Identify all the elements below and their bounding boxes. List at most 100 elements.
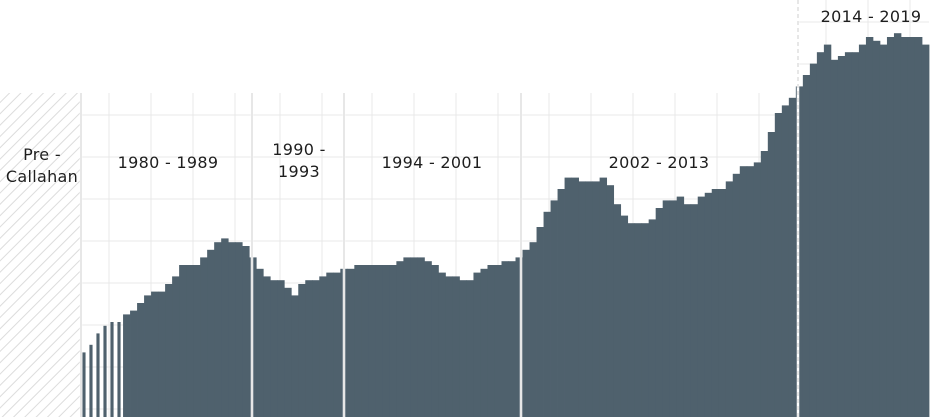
bar xyxy=(193,265,201,417)
bar xyxy=(242,246,250,417)
bar xyxy=(613,204,622,417)
bar xyxy=(361,265,369,417)
bar xyxy=(760,151,769,417)
bar xyxy=(103,325,107,417)
bar xyxy=(158,291,166,417)
bar xyxy=(151,291,159,417)
bar xyxy=(459,280,467,417)
bar xyxy=(298,284,306,417)
bar xyxy=(900,37,909,417)
bar xyxy=(319,276,327,417)
bar xyxy=(634,223,643,417)
bar xyxy=(228,242,236,417)
bar xyxy=(117,322,121,417)
hatch-rect xyxy=(0,93,81,417)
bar xyxy=(508,261,516,417)
bar xyxy=(403,257,411,417)
bar xyxy=(739,166,748,417)
bar xyxy=(480,268,488,417)
bar xyxy=(284,287,292,417)
era-label-line: 1990 - xyxy=(272,140,325,159)
bar xyxy=(110,322,114,417)
bar xyxy=(865,37,874,417)
bar xyxy=(683,204,692,417)
bar xyxy=(914,37,923,417)
bar xyxy=(823,44,832,417)
bar xyxy=(333,272,341,417)
bar xyxy=(669,200,678,417)
bar xyxy=(96,333,100,417)
bar xyxy=(144,295,152,417)
bar xyxy=(186,265,194,417)
bar xyxy=(788,97,797,417)
bar xyxy=(431,265,439,417)
bar xyxy=(494,265,502,417)
bar xyxy=(851,52,860,417)
era-label-line: 1994 - 2001 xyxy=(382,153,483,172)
bar xyxy=(816,52,825,417)
bar xyxy=(725,181,734,417)
bar xyxy=(578,181,586,417)
era-label-line: Callahan xyxy=(6,167,78,186)
bar xyxy=(872,40,881,417)
bar xyxy=(893,33,902,417)
bar xyxy=(515,257,523,417)
bar xyxy=(571,177,579,417)
bar xyxy=(550,200,558,417)
bar xyxy=(375,265,383,417)
bar xyxy=(256,268,264,417)
bar xyxy=(676,196,685,417)
bar xyxy=(137,303,145,417)
bar xyxy=(172,276,180,417)
bar xyxy=(326,272,334,417)
era-label-line: 2002 - 2013 xyxy=(609,153,710,172)
bar xyxy=(452,276,460,417)
bar xyxy=(662,200,671,417)
bar xyxy=(585,181,594,417)
bar xyxy=(305,280,313,417)
bar xyxy=(214,242,222,417)
bar xyxy=(277,280,285,417)
era-label: 1980 - 1989 xyxy=(118,153,219,172)
bar xyxy=(130,310,138,417)
bar xyxy=(501,261,509,417)
bar xyxy=(627,223,636,417)
bar xyxy=(263,276,271,417)
bar xyxy=(89,344,93,417)
bar xyxy=(648,219,657,417)
era-label: 2002 - 2013 xyxy=(609,153,710,172)
bar xyxy=(165,284,173,417)
bar xyxy=(200,257,208,417)
bar xyxy=(347,268,355,417)
bar xyxy=(802,75,811,417)
bar xyxy=(417,257,425,417)
bar xyxy=(487,265,495,417)
bar xyxy=(270,280,278,417)
bar xyxy=(886,37,895,417)
era-label: 2014 - 2019 xyxy=(821,7,922,26)
bar xyxy=(207,249,215,417)
bar xyxy=(620,215,629,417)
bar xyxy=(795,86,804,417)
bar xyxy=(746,166,755,417)
bar xyxy=(536,227,544,417)
era-label: 1990 - 1993 xyxy=(272,140,325,181)
bar xyxy=(830,59,839,417)
bar xyxy=(473,272,481,417)
bar xyxy=(599,177,608,417)
bar xyxy=(844,52,853,417)
era-label-line: 2014 - 2019 xyxy=(821,7,922,26)
bar xyxy=(529,242,537,417)
era-label-line: 1980 - 1989 xyxy=(118,153,219,172)
bar xyxy=(753,162,762,417)
bar xyxy=(466,280,474,417)
bar xyxy=(382,265,390,417)
era-labels: Pre - Callahan 1980 - 1989 1990 - 1993 1994 -… xyxy=(6,7,921,186)
bar xyxy=(879,44,888,417)
bar xyxy=(704,192,713,417)
chart-bars xyxy=(82,33,930,417)
bar xyxy=(291,295,299,417)
bar xyxy=(690,204,699,417)
bar xyxy=(543,211,551,417)
